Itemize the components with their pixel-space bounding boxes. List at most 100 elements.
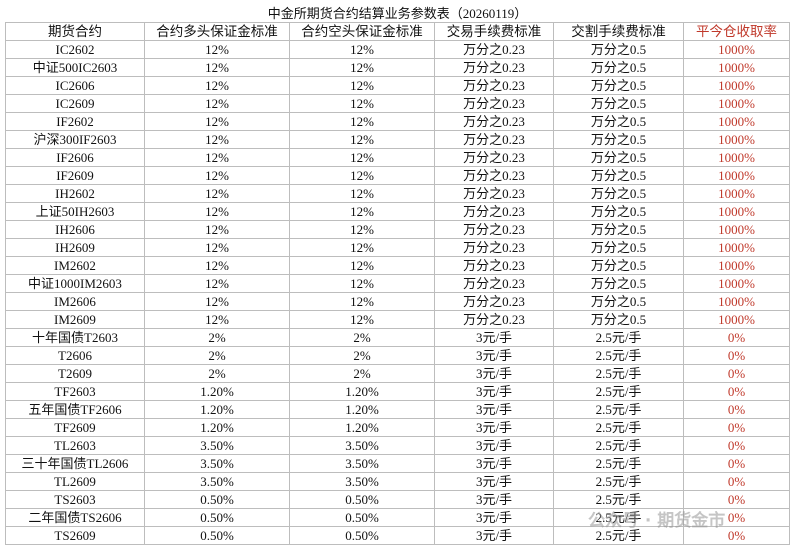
data-row: IM2602 12% 12% 万分之0.23 万分之0.5 1000% (5, 256, 791, 275)
data-row: IC2602 12% 12% 万分之0.23 万分之0.5 1000% (5, 40, 791, 59)
value-cell: 2% (144, 346, 290, 365)
value-cell: 万分之0.5 (553, 220, 684, 239)
value-cell: 0% (682, 472, 791, 491)
value-cell: 12% (144, 112, 290, 131)
data-row: IM2606 12% 12% 万分之0.23 万分之0.5 1000% (5, 292, 791, 311)
data-row: TS2609 0.50% 0.50% 3元/手 2.5元/手 0% (5, 526, 791, 545)
value-cell: 12% (289, 274, 435, 293)
header-row: 期货合约 合约多头保证金标准 合约空头保证金标准 交易手续费标准 交割手续费标准 平今仓收… (5, 22, 791, 41)
value-cell: 12% (289, 184, 435, 203)
contract-cell: IF2602 (5, 112, 145, 131)
value-cell: 3元/手 (434, 364, 554, 383)
value-cell: 12% (144, 130, 290, 149)
value-cell: 万分之0.5 (553, 94, 684, 113)
title-row: 中金所期货合约结算业务参数表（20260119） (6, 5, 790, 23)
value-cell: 2% (289, 346, 435, 365)
data-row: IC2606 12% 12% 万分之0.23 万分之0.5 1000% (5, 76, 791, 95)
data-row: 中证1000IM2603 12% 12% 万分之0.23 万分之0.5 1000% (5, 274, 791, 293)
value-cell: 12% (144, 256, 290, 275)
value-cell: 3元/手 (434, 436, 554, 455)
value-cell: 万分之0.5 (553, 76, 684, 95)
value-cell: 万分之0.5 (553, 256, 684, 275)
value-cell: 万分之0.5 (553, 40, 684, 59)
value-cell: 万分之0.23 (434, 112, 554, 131)
value-cell: 1.20% (144, 418, 290, 437)
value-cell: 万分之0.5 (553, 292, 684, 311)
header-cell: 交易手续费标准 (434, 22, 554, 41)
watermark: 公众号 · 期货金市 (588, 511, 726, 531)
data-row: 沪深300IF2603 12% 12% 万分之0.23 万分之0.5 1000% (5, 130, 791, 149)
value-cell: 12% (289, 310, 435, 329)
contract-cell: TS2603 (5, 490, 145, 509)
value-cell: 2.5元/手 (553, 346, 684, 365)
value-cell: 1.20% (289, 400, 435, 419)
data-row: IC2609 12% 12% 万分之0.23 万分之0.5 1000% (5, 94, 791, 113)
contract-cell: IF2606 (5, 148, 145, 167)
data-row: IF2602 12% 12% 万分之0.23 万分之0.5 1000% (5, 112, 791, 131)
value-cell: 0.50% (144, 526, 290, 545)
data-row: 上证50IH2603 12% 12% 万分之0.23 万分之0.5 1000% (5, 202, 791, 221)
value-cell: 12% (144, 94, 290, 113)
value-cell: 12% (144, 238, 290, 257)
value-cell: 12% (289, 238, 435, 257)
data-row: IF2606 12% 12% 万分之0.23 万分之0.5 1000% (5, 148, 791, 167)
value-cell: 2.5元/手 (553, 490, 684, 509)
value-cell: 2.5元/手 (553, 454, 684, 473)
data-row: IM2609 12% 12% 万分之0.23 万分之0.5 1000% (5, 310, 791, 329)
value-cell: 2.5元/手 (553, 418, 684, 437)
value-cell: 1000% (682, 238, 791, 257)
value-cell: 0% (682, 418, 791, 437)
table-title: 中金所期货合约结算业务参数表（20260119） (267, 6, 528, 21)
value-cell: 3.50% (144, 472, 290, 491)
value-cell: 12% (289, 148, 435, 167)
value-cell: 万分之0.23 (434, 202, 554, 221)
contract-cell: IM2606 (5, 292, 145, 311)
contract-cell: 三十年国债TL2606 (5, 454, 145, 473)
value-cell: 3元/手 (434, 472, 554, 491)
value-cell: 万分之0.23 (434, 310, 554, 329)
data-row: T2609 2% 2% 3元/手 2.5元/手 0% (5, 364, 791, 383)
data-row: 中证500IC2603 12% 12% 万分之0.23 万分之0.5 1000% (5, 58, 791, 77)
value-cell: 1000% (682, 94, 791, 113)
value-cell: 万分之0.23 (434, 94, 554, 113)
contract-cell: 五年国债TF2606 (5, 400, 145, 419)
value-cell: 0.50% (289, 508, 435, 527)
value-cell: 12% (144, 292, 290, 311)
value-cell: 3.50% (144, 436, 290, 455)
value-cell: 2% (144, 328, 290, 347)
value-cell: 0.50% (289, 526, 435, 545)
value-cell: 0.50% (144, 508, 290, 527)
settlement-table: 中金所期货合约结算业务参数表（20260119） 期货合约 合约多头保证金标准 合约… (5, 5, 791, 545)
data-row: IF2609 12% 12% 万分之0.23 万分之0.5 1000% (5, 166, 791, 185)
value-cell: 万分之0.5 (553, 202, 684, 221)
value-cell: 万分之0.23 (434, 292, 554, 311)
value-cell: 万分之0.5 (553, 184, 684, 203)
value-cell: 12% (289, 202, 435, 221)
contract-cell: IH2606 (5, 220, 145, 239)
value-cell: 1000% (682, 58, 791, 77)
value-cell: 万分之0.5 (553, 58, 684, 77)
value-cell: 万分之0.23 (434, 40, 554, 59)
value-cell: 万分之0.5 (553, 238, 684, 257)
data-row: IH2606 12% 12% 万分之0.23 万分之0.5 1000% (5, 220, 791, 239)
data-row: T2606 2% 2% 3元/手 2.5元/手 0% (5, 346, 791, 365)
value-cell: 3元/手 (434, 382, 554, 401)
data-row: TS2603 0.50% 0.50% 3元/手 2.5元/手 0% (5, 490, 791, 509)
contract-cell: IM2609 (5, 310, 145, 329)
value-cell: 12% (289, 130, 435, 149)
value-cell: 0.50% (144, 490, 290, 509)
header-cell: 交割手续费标准 (553, 22, 684, 41)
table-body: 中金所期货合约结算业务参数表（20260119） 期货合约 合约多头保证金标准 合约… (5, 5, 791, 545)
value-cell: 1000% (682, 40, 791, 59)
value-cell: 2.5元/手 (553, 526, 684, 545)
value-cell: 12% (289, 256, 435, 275)
value-cell: 万分之0.5 (553, 310, 684, 329)
value-cell: 2% (289, 328, 435, 347)
value-cell: 3元/手 (434, 346, 554, 365)
value-cell: 12% (144, 148, 290, 167)
value-cell: 2.5元/手 (553, 436, 684, 455)
contract-cell: T2606 (5, 346, 145, 365)
header-cell: 合约多头保证金标准 (144, 22, 290, 41)
data-row: IH2602 12% 12% 万分之0.23 万分之0.5 1000% (5, 184, 791, 203)
contract-cell: 沪深300IF2603 (5, 130, 145, 149)
